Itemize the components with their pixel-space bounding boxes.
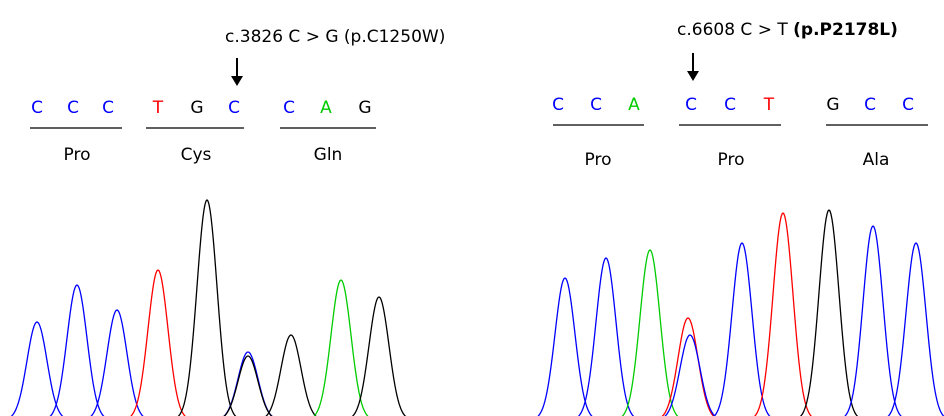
mutation-label: c.6608 C > T (p.P2178L): [677, 20, 898, 40]
base: A: [320, 98, 332, 118]
amino-acid: Pro: [64, 145, 91, 165]
mutation-label: c.3826 C > G (p.C1250W): [225, 27, 445, 47]
trace-peak: [218, 352, 278, 416]
base: C: [685, 95, 697, 115]
amino-acid: Pro: [585, 150, 612, 170]
base: C: [102, 98, 114, 118]
trace-peak: [177, 200, 237, 416]
amino-acid: Gln: [314, 145, 343, 165]
base: C: [283, 98, 295, 118]
base: G: [190, 98, 203, 118]
base: C: [902, 95, 914, 115]
trace-peak: [753, 213, 813, 416]
base: C: [67, 98, 79, 118]
amino-acid: Ala: [863, 150, 890, 170]
trace-peak: [620, 250, 680, 416]
base: C: [590, 95, 602, 115]
base: C: [228, 98, 240, 118]
arrow-head: [231, 76, 243, 86]
protein-change: (p.P2178L): [793, 20, 898, 40]
trace-peak: [7, 322, 67, 416]
trace-peak: [886, 243, 944, 416]
base: C: [724, 95, 736, 115]
trace-peak: [47, 285, 107, 416]
trace-peak: [658, 318, 718, 416]
protein-change: (p.C1250W): [344, 27, 445, 47]
base: T: [763, 95, 775, 115]
amino-acid: Pro: [718, 150, 745, 170]
mutation: c.6608 C > T: [677, 20, 788, 40]
trace-peak: [128, 270, 188, 416]
base: A: [628, 95, 640, 115]
base: T: [152, 98, 164, 118]
trace-peak: [349, 297, 409, 416]
sequencing-figure: c.3826 C > G (p.C1250W) C C C Pro T G C Cys C A G Gl…: [0, 0, 944, 416]
trace-peak: [261, 335, 321, 416]
trace-peak: [576, 258, 636, 416]
arrow-head: [687, 71, 699, 81]
base: C: [552, 95, 564, 115]
base: G: [358, 98, 371, 118]
base: G: [826, 95, 839, 115]
mutation: c.3826 C > G: [225, 27, 339, 47]
trace-peak: [799, 210, 859, 416]
base: C: [31, 98, 43, 118]
trace-peak: [843, 226, 903, 416]
trace-peak: [311, 280, 371, 416]
amino-acid: Cys: [181, 145, 212, 165]
arrows: [231, 53, 699, 86]
base: C: [864, 95, 876, 115]
